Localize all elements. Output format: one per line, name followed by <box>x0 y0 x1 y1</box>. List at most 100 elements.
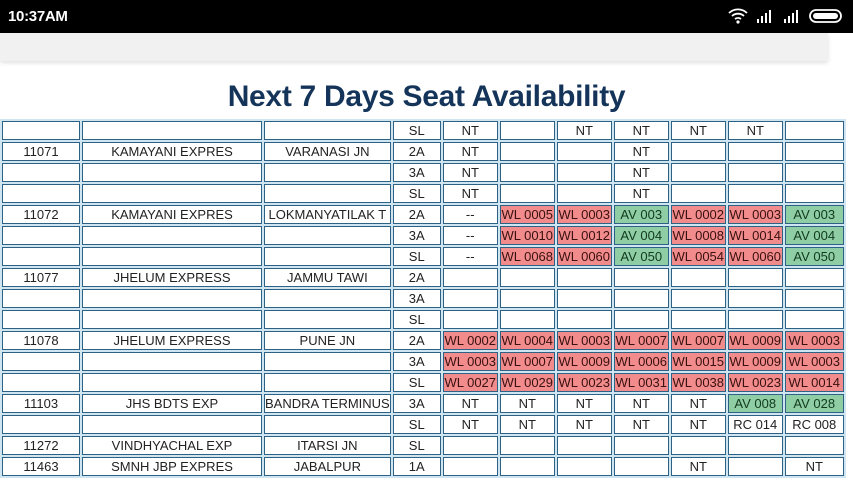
day-2-availability-cell[interactable]: WL 0029 <box>499 373 555 392</box>
day-3-availability-cell[interactable]: NT <box>556 394 612 413</box>
day-4-availability-cell[interactable]: WL 0007 <box>613 331 669 350</box>
day-2-availability-cell[interactable]: WL 0005 <box>499 205 555 224</box>
day-7-availability-cell[interactable] <box>784 268 844 287</box>
day-4-availability-cell[interactable]: WL 0031 <box>613 373 669 392</box>
day-2-availability-cell[interactable] <box>499 310 555 329</box>
day-6-availability-cell[interactable] <box>727 163 783 182</box>
day-5-availability-cell[interactable]: NT <box>670 457 726 476</box>
day-3-availability-cell[interactable]: WL 0012 <box>556 226 612 245</box>
day-2-availability-cell[interactable]: WL 0004 <box>499 331 555 350</box>
day-7-availability-cell[interactable]: AV 028 <box>784 394 844 413</box>
day-4-availability-cell[interactable] <box>613 457 669 476</box>
table-row[interactable]: 11103 JHS BDTS EXP BANDRA TERMINUS 3A NT NT NT… <box>2 394 844 413</box>
day-2-availability-cell[interactable] <box>499 289 555 308</box>
day-1-availability-cell[interactable]: -- <box>442 247 498 266</box>
day-7-availability-cell[interactable] <box>784 121 844 140</box>
day-4-availability-cell[interactable]: NT <box>613 121 669 140</box>
day-6-availability-cell[interactable]: RC 014 <box>727 415 783 434</box>
day-6-availability-cell[interactable]: AV 008 <box>727 394 783 413</box>
table-row[interactable]: 11072 KAMAYANI EXPRES LOKMANYATILAK T 2A -- W… <box>2 205 844 224</box>
day-1-availability-cell[interactable]: -- <box>442 205 498 224</box>
table-row[interactable]: SL WL 0027 WL 0029 WL 0023 WL 0031 WL 0038 WL … <box>2 373 844 392</box>
day-3-availability-cell[interactable]: NT <box>556 121 612 140</box>
day-2-availability-cell[interactable]: WL 0007 <box>499 352 555 371</box>
day-2-availability-cell[interactable] <box>499 142 555 161</box>
day-7-availability-cell[interactable]: NT <box>784 457 844 476</box>
table-row[interactable]: 11078 JHELUM EXPRESS PUNE JN 2A WL 0002 WL 00… <box>2 331 844 350</box>
day-7-availability-cell[interactable] <box>784 310 844 329</box>
day-6-availability-cell[interactable] <box>727 184 783 203</box>
day-3-availability-cell[interactable] <box>556 163 612 182</box>
day-4-availability-cell[interactable]: NT <box>613 142 669 161</box>
day-1-availability-cell[interactable]: NT <box>442 142 498 161</box>
day-4-availability-cell[interactable]: WL 0006 <box>613 352 669 371</box>
day-3-availability-cell[interactable]: WL 0023 <box>556 373 612 392</box>
day-5-availability-cell[interactable]: WL 0002 <box>670 205 726 224</box>
day-4-availability-cell[interactable] <box>613 310 669 329</box>
day-7-availability-cell[interactable] <box>784 142 844 161</box>
day-3-availability-cell[interactable]: WL 0003 <box>556 331 612 350</box>
day-3-availability-cell[interactable] <box>556 268 612 287</box>
day-2-availability-cell[interactable]: WL 0010 <box>499 226 555 245</box>
day-5-availability-cell[interactable]: WL 0015 <box>670 352 726 371</box>
day-1-availability-cell[interactable] <box>442 268 498 287</box>
day-1-availability-cell[interactable]: NT <box>442 163 498 182</box>
day-2-availability-cell[interactable] <box>499 457 555 476</box>
day-6-availability-cell[interactable] <box>727 457 783 476</box>
day-4-availability-cell[interactable]: NT <box>613 163 669 182</box>
day-2-availability-cell[interactable]: NT <box>499 415 555 434</box>
day-1-availability-cell[interactable]: WL 0027 <box>442 373 498 392</box>
day-7-availability-cell[interactable]: AV 003 <box>784 205 844 224</box>
day-5-availability-cell[interactable]: NT <box>670 121 726 140</box>
table-row[interactable]: SL -- WL 0068 WL 0060 AV 050 WL 0054 WL 0060 AV… <box>2 247 844 266</box>
table-row[interactable]: 11071 KAMAYANI EXPRES VARANASI JN 2A NT NT <box>2 142 844 161</box>
day-2-availability-cell[interactable] <box>499 184 555 203</box>
day-4-availability-cell[interactable]: NT <box>613 394 669 413</box>
day-5-availability-cell[interactable]: NT <box>670 394 726 413</box>
day-1-availability-cell[interactable]: WL 0002 <box>442 331 498 350</box>
day-2-availability-cell[interactable] <box>499 268 555 287</box>
day-7-availability-cell[interactable]: WL 0003 <box>784 352 844 371</box>
day-5-availability-cell[interactable] <box>670 289 726 308</box>
day-7-availability-cell[interactable] <box>784 436 844 455</box>
day-1-availability-cell[interactable] <box>442 310 498 329</box>
day-3-availability-cell[interactable] <box>556 310 612 329</box>
day-3-availability-cell[interactable] <box>556 184 612 203</box>
day-5-availability-cell[interactable] <box>670 142 726 161</box>
day-1-availability-cell[interactable]: NT <box>442 415 498 434</box>
day-3-availability-cell[interactable]: WL 0003 <box>556 205 612 224</box>
day-5-availability-cell[interactable]: WL 0007 <box>670 331 726 350</box>
table-row[interactable]: 11077 JHELUM EXPRESS JAMMU TAWI 2A <box>2 268 844 287</box>
day-1-availability-cell[interactable]: NT <box>442 394 498 413</box>
day-1-availability-cell[interactable]: NT <box>442 184 498 203</box>
day-6-availability-cell[interactable]: WL 0060 <box>727 247 783 266</box>
day-6-availability-cell[interactable]: WL 0014 <box>727 226 783 245</box>
day-3-availability-cell[interactable] <box>556 142 612 161</box>
day-5-availability-cell[interactable]: WL 0008 <box>670 226 726 245</box>
table-row[interactable]: SL NT NT NT NT NT <box>2 121 844 140</box>
day-1-availability-cell[interactable]: -- <box>442 226 498 245</box>
day-4-availability-cell[interactable] <box>613 436 669 455</box>
day-4-availability-cell[interactable]: AV 004 <box>613 226 669 245</box>
day-7-availability-cell[interactable]: AV 004 <box>784 226 844 245</box>
table-row[interactable]: 11463 SMNH JBP EXPRES JABALPUR 1A NT NT <box>2 457 844 476</box>
day-6-availability-cell[interactable] <box>727 436 783 455</box>
day-4-availability-cell[interactable]: AV 050 <box>613 247 669 266</box>
day-3-availability-cell[interactable] <box>556 289 612 308</box>
day-2-availability-cell[interactable] <box>499 121 555 140</box>
day-6-availability-cell[interactable]: NT <box>727 121 783 140</box>
day-5-availability-cell[interactable]: WL 0038 <box>670 373 726 392</box>
day-2-availability-cell[interactable] <box>499 436 555 455</box>
day-5-availability-cell[interactable] <box>670 310 726 329</box>
day-6-availability-cell[interactable] <box>727 142 783 161</box>
day-7-availability-cell[interactable]: WL 0014 <box>784 373 844 392</box>
day-4-availability-cell[interactable]: AV 003 <box>613 205 669 224</box>
day-5-availability-cell[interactable]: WL 0054 <box>670 247 726 266</box>
day-1-availability-cell[interactable] <box>442 457 498 476</box>
day-5-availability-cell[interactable] <box>670 163 726 182</box>
day-5-availability-cell[interactable]: NT <box>670 415 726 434</box>
day-7-availability-cell[interactable]: AV 050 <box>784 247 844 266</box>
table-row[interactable]: SL <box>2 310 844 329</box>
day-7-availability-cell[interactable] <box>784 289 844 308</box>
day-4-availability-cell[interactable] <box>613 289 669 308</box>
